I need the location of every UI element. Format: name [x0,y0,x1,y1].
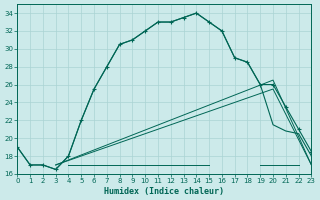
X-axis label: Humidex (Indice chaleur): Humidex (Indice chaleur) [104,187,224,196]
